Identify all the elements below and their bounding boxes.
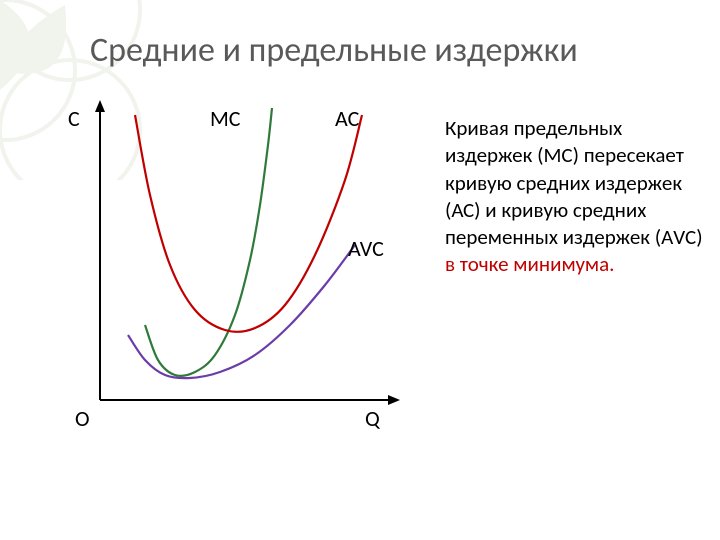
avc-curve [128,245,355,378]
slide-title: Средние и предельные издержки [90,30,578,71]
cost-curves-chart: C O Q MC AC AVC [90,100,410,430]
chart-svg [90,100,410,430]
description-text: Кривая предельных издержек (МС) пересека… [445,115,705,279]
desc-line1: Кривая предельных издержек (МС) пересека… [445,115,703,250]
x-axis-label: Q [365,405,380,432]
mc-label: MC [210,105,241,132]
mc-curve [145,108,272,376]
desc-line2: в точке минимума. [445,251,705,278]
avc-label: AVC [348,235,384,262]
y-axis-label: C [68,105,80,132]
ac-curve [135,115,362,332]
ac-label: AC [335,105,359,132]
origin-label: O [75,405,90,432]
